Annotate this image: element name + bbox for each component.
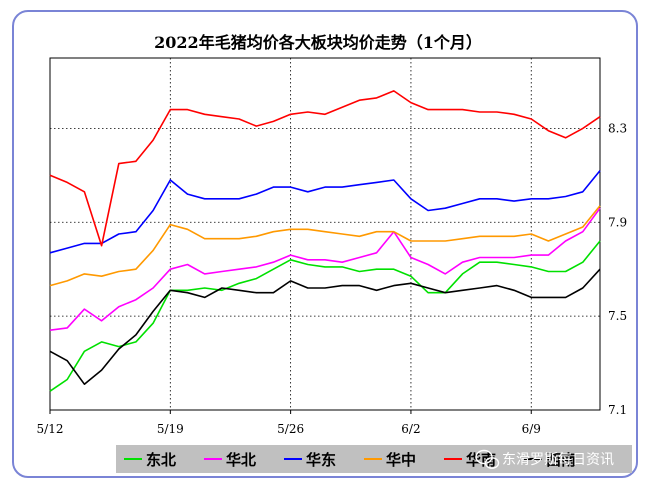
series-line-6 (49, 268, 601, 386)
wechat-icon (475, 449, 500, 469)
legend-label-6: 西南 (546, 451, 576, 469)
legend-label-2: 华北 (226, 451, 256, 469)
chart-title: 2022年毛猪均价各大板块均价走势（1个月） (154, 33, 482, 52)
legend: 东北 华北 华东 华中 华南 西南 (116, 445, 632, 473)
watermark: 东滑罗斯每日资讯 (475, 449, 614, 469)
series-line-5 (49, 90, 601, 247)
plot-border (49, 57, 601, 411)
plot-area: 7.1 7.5 7.9 8.3 5/12 5/19 5/26 6/2 6/9 (37, 57, 627, 436)
series-line-1 (49, 240, 601, 392)
series-line-2 (49, 207, 601, 331)
y-tick-label: 7.5 (608, 309, 627, 323)
x-tick-label: 6/2 (401, 422, 420, 436)
y-tick-label: 7.9 (608, 215, 627, 229)
chart-frame (12, 10, 638, 478)
y-tick-label: 8.3 (608, 121, 627, 135)
legend-label-5: 华南 (466, 451, 496, 469)
x-tick-label: 5/12 (37, 422, 64, 436)
series-line-4 (49, 205, 601, 287)
legend-label-1: 东北 (146, 451, 176, 469)
legend-label-3: 华东 (306, 451, 336, 469)
y-tick-label: 7.1 (608, 403, 627, 417)
x-tick-label: 5/26 (277, 422, 304, 436)
x-tick-label: 5/19 (157, 422, 184, 436)
series-line-3 (49, 170, 601, 254)
x-tick-label: 6/9 (522, 422, 541, 436)
watermark-text: 东滑罗斯每日资讯 (502, 451, 614, 468)
legend-label-4: 华中 (386, 451, 416, 469)
